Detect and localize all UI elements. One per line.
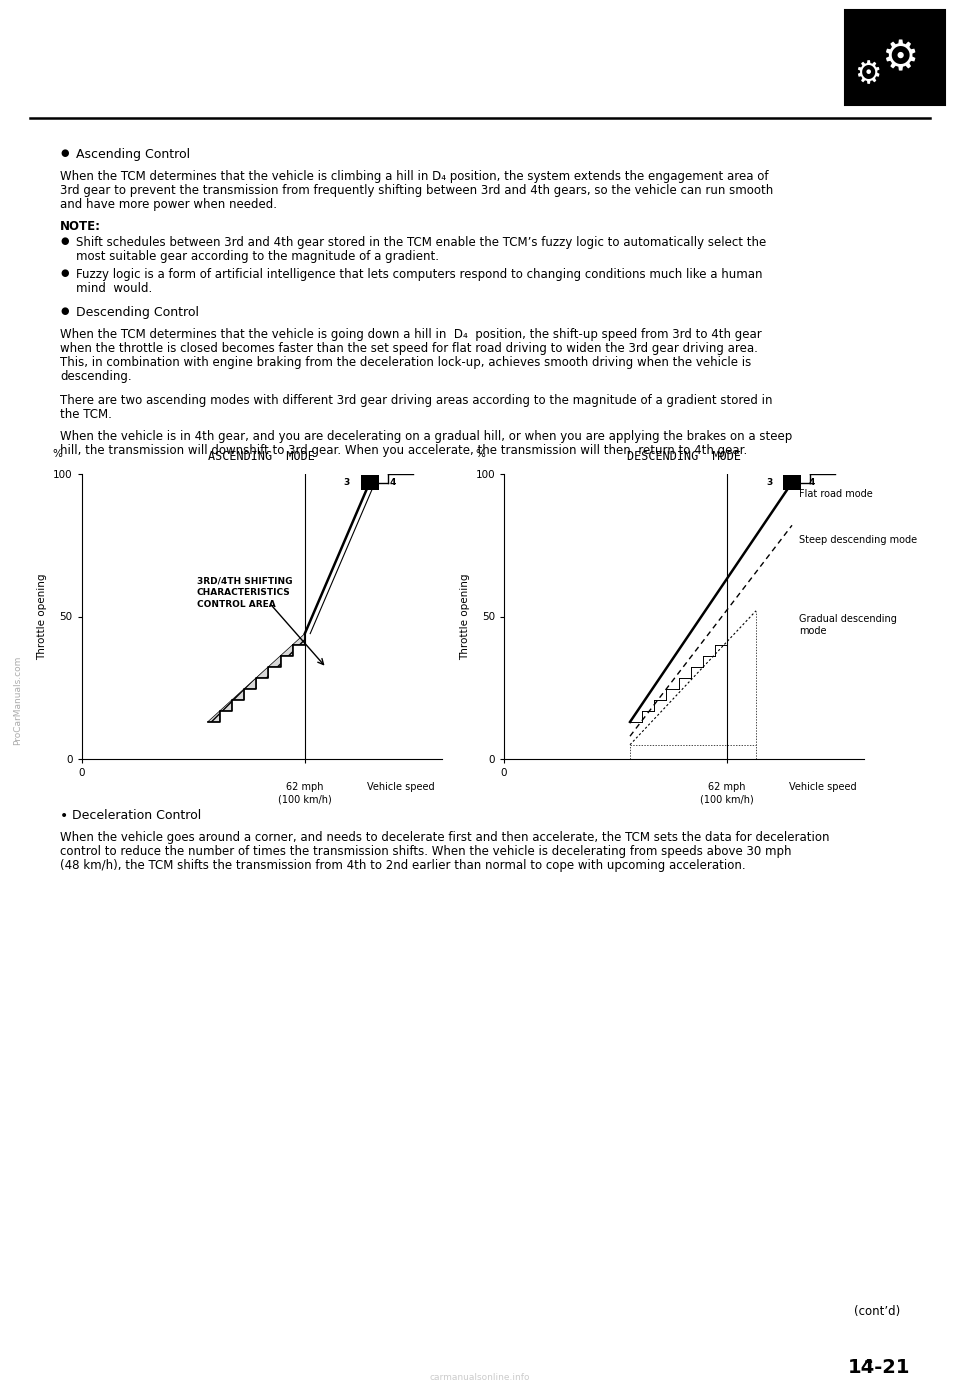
Text: %: % [475,449,485,459]
Bar [845,10,945,105]
Text: When the TCM determines that the vehicle is going down a hill in  D₄  position, : When the TCM determines that the vehicle… [60,327,761,341]
Title: DESCENDING  MODE: DESCENDING MODE [627,451,741,463]
Text: There are two ascending modes with different 3rd gear driving areas according to: There are two ascending modes with diffe… [60,394,773,406]
Text: descending.: descending. [60,370,132,383]
Text: ●: ● [60,268,68,277]
Bar [361,476,378,490]
Text: 3rd gear to prevent the transmission from frequently shifting between 3rd and 4t: 3rd gear to prevent the transmission fro… [60,184,773,197]
Text: carmanualsonline.info: carmanualsonline.info [430,1373,530,1383]
Text: 3: 3 [344,479,349,487]
Text: Flat road mode: Flat road mode [799,490,873,499]
Text: ProCarManuals.com: ProCarManuals.com [13,655,22,745]
Text: Steep descending mode: Steep descending mode [799,534,918,545]
Text: when the throttle is closed becomes faster than the set speed for flat road driv: when the throttle is closed becomes fast… [60,343,757,355]
Polygon shape [207,483,370,723]
Text: 14-21: 14-21 [848,1358,910,1377]
Y-axis label: Throttle opening: Throttle opening [460,573,469,660]
Text: 4: 4 [390,479,396,487]
Text: 4: 4 [808,479,815,487]
Text: When the vehicle goes around a corner, and needs to decelerate first and then ac: When the vehicle goes around a corner, a… [60,831,829,845]
Text: 62 mph
(100 km/h): 62 mph (100 km/h) [278,782,331,804]
Text: 62 mph
(100 km/h): 62 mph (100 km/h) [701,782,754,804]
Text: •: • [60,809,68,822]
Text: ⚙: ⚙ [854,61,881,90]
Text: 3: 3 [766,479,772,487]
Text: mind  would.: mind would. [76,282,153,295]
Text: Vehicle speed: Vehicle speed [367,782,434,792]
Text: Shift schedules between 3rd and 4th gear stored in the TCM enable the TCM’s fuzz: Shift schedules between 3rd and 4th gear… [76,236,766,250]
Text: When the TCM determines that the vehicle is climbing a hill in D₄ position, the : When the TCM determines that the vehicle… [60,171,769,183]
Bar [783,476,801,490]
Text: NOTE:: NOTE: [60,221,101,233]
Text: Deceleration Control: Deceleration Control [72,809,202,822]
Text: Ascending Control: Ascending Control [76,148,190,161]
Text: Gradual descending
mode: Gradual descending mode [799,614,897,637]
Text: and have more power when needed.: and have more power when needed. [60,198,277,211]
Text: Descending Control: Descending Control [76,307,199,319]
Text: (48 km/h), the TCM shifts the transmission from 4th to 2nd earlier than normal t: (48 km/h), the TCM shifts the transmissi… [60,859,746,872]
Text: (cont’d): (cont’d) [853,1305,900,1318]
Title: ASCENDING  MODE: ASCENDING MODE [208,451,315,463]
Text: ●: ● [60,236,68,245]
Y-axis label: Throttle opening: Throttle opening [37,573,47,660]
Text: Vehicle speed: Vehicle speed [789,782,856,792]
Text: ⚙: ⚙ [881,37,919,79]
Text: Fuzzy logic is a form of artificial intelligence that lets computers respond to : Fuzzy logic is a form of artificial inte… [76,268,762,282]
Text: This, in combination with engine braking from the deceleration lock-up, achieves: This, in combination with engine braking… [60,356,752,369]
Text: ●: ● [60,307,68,316]
Text: ●: ● [60,148,68,158]
Text: the TCM.: the TCM. [60,408,112,422]
Text: When the vehicle is in 4th gear, and you are decelerating on a gradual hill, or : When the vehicle is in 4th gear, and you… [60,430,792,442]
Text: %: % [53,449,62,459]
Text: 3RD/4TH SHIFTING
CHARACTERISTICS
CONTROL AREA: 3RD/4TH SHIFTING CHARACTERISTICS CONTROL… [197,577,292,609]
Text: -: - [863,1352,873,1372]
Text: hill, the transmission will downshift to 3rd gear. When you accelerate, the tran: hill, the transmission will downshift to… [60,444,747,456]
Text: control to reduce the number of times the transmission shifts. When the vehicle : control to reduce the number of times th… [60,845,791,859]
Text: most suitable gear according to the magnitude of a gradient.: most suitable gear according to the magn… [76,250,439,264]
